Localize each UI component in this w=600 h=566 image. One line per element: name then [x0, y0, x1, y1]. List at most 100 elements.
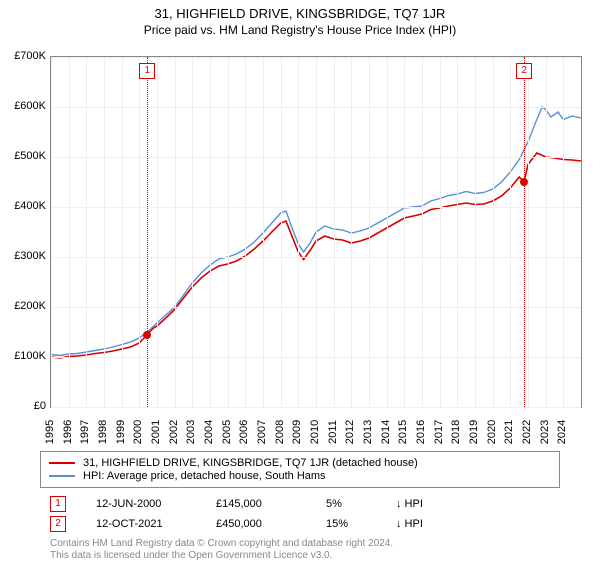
legend-label: 31, HIGHFIELD DRIVE, KINGSBRIDGE, TQ7 1J… — [83, 457, 418, 469]
xtick-label: 2006 — [238, 417, 250, 447]
xtick-label: 2005 — [221, 417, 233, 447]
gridline-v — [175, 57, 176, 407]
gridline-v — [139, 57, 140, 407]
gridline-v — [334, 57, 335, 407]
tx-pct: 15% — [326, 518, 366, 530]
tx-note: ↓ HPI — [396, 518, 423, 530]
xtick-label: 2010 — [309, 417, 321, 447]
xtick-label: 2008 — [274, 417, 286, 447]
ytick-label: £400K — [2, 200, 46, 212]
xtick-label: 2016 — [415, 417, 427, 447]
footer-text: Contains HM Land Registry data © Crown c… — [50, 538, 393, 562]
tx-dot — [520, 178, 528, 186]
xtick-label: 2020 — [486, 417, 498, 447]
xtick-label: 2015 — [397, 417, 409, 447]
xtick-label: 2023 — [539, 417, 551, 447]
tx-row: 1 12-JUN-2000 £145,000 5% ↓ HPI — [50, 496, 570, 512]
tx-date: 12-JUN-2000 — [96, 498, 186, 510]
xtick-label: 1997 — [79, 417, 91, 447]
tx-date: 12-OCT-2021 — [96, 518, 186, 530]
ytick-label: £700K — [2, 50, 46, 62]
legend-box: 31, HIGHFIELD DRIVE, KINGSBRIDGE, TQ7 1J… — [40, 451, 560, 488]
footer-line1: Contains HM Land Registry data © Crown c… — [50, 538, 393, 550]
gridline-v — [122, 57, 123, 407]
tx-dot — [143, 331, 151, 339]
xtick-label: 2011 — [327, 417, 339, 447]
tx-price: £450,000 — [216, 518, 296, 530]
tx-row: 2 12-OCT-2021 £450,000 15% ↓ HPI — [50, 516, 570, 532]
gridline-v — [316, 57, 317, 407]
gridline-v — [86, 57, 87, 407]
gridline-v — [528, 57, 529, 407]
gridline-v — [263, 57, 264, 407]
gridline-v — [245, 57, 246, 407]
gridline-v — [510, 57, 511, 407]
gridline-v — [369, 57, 370, 407]
gridline-v — [104, 57, 105, 407]
ytick-label: £200K — [2, 300, 46, 312]
legend-swatch — [49, 462, 75, 464]
gridline-v — [493, 57, 494, 407]
gridline-v — [69, 57, 70, 407]
tx-note: ↓ HPI — [396, 498, 423, 510]
legend-label: HPI: Average price, detached house, Sout… — [83, 470, 326, 482]
legend-swatch — [49, 475, 75, 477]
tx-row-marker: 2 — [50, 516, 66, 532]
tx-marker-line — [147, 57, 148, 407]
gridline-v — [281, 57, 282, 407]
chart-container: 31, HIGHFIELD DRIVE, KINGSBRIDGE, TQ7 1J… — [0, 6, 600, 566]
chart-title: 31, HIGHFIELD DRIVE, KINGSBRIDGE, TQ7 1J… — [0, 6, 600, 21]
ytick-label: £600K — [2, 100, 46, 112]
gridline-v — [546, 57, 547, 407]
xtick-label: 2003 — [185, 417, 197, 447]
xtick-label: 1998 — [97, 417, 109, 447]
gridline-v — [157, 57, 158, 407]
plot-area: 12 — [50, 56, 582, 408]
chart-subtitle: Price paid vs. HM Land Registry's House … — [0, 23, 600, 37]
xtick-label: 2001 — [150, 417, 162, 447]
xtick-label: 2021 — [503, 417, 515, 447]
xtick-label: 2002 — [168, 417, 180, 447]
xtick-label: 2004 — [203, 417, 215, 447]
xtick-label: 2000 — [132, 417, 144, 447]
tx-price: £145,000 — [216, 498, 296, 510]
tx-row-marker: 1 — [50, 496, 66, 512]
tx-marker-box: 1 — [139, 63, 155, 79]
tx-pct: 5% — [326, 498, 366, 510]
xtick-label: 2019 — [468, 417, 480, 447]
xtick-label: 2024 — [556, 417, 568, 447]
ytick-label: £100K — [2, 350, 46, 362]
gridline-v — [457, 57, 458, 407]
xtick-label: 2014 — [380, 417, 392, 447]
gridline-v — [298, 57, 299, 407]
legend-row: HPI: Average price, detached house, Sout… — [49, 470, 551, 482]
gridline-v — [440, 57, 441, 407]
tx-marker-line — [524, 57, 525, 407]
xtick-label: 2017 — [433, 417, 445, 447]
footer-line2: This data is licensed under the Open Gov… — [50, 550, 393, 562]
xtick-label: 1996 — [62, 417, 74, 447]
ytick-label: £300K — [2, 250, 46, 262]
ytick-label: £500K — [2, 150, 46, 162]
gridline-v — [404, 57, 405, 407]
gridline-v — [228, 57, 229, 407]
gridline-h — [51, 407, 581, 408]
xtick-label: 2012 — [344, 417, 356, 447]
gridline-v — [351, 57, 352, 407]
xtick-label: 2009 — [291, 417, 303, 447]
xtick-label: 1995 — [44, 417, 56, 447]
gridline-v — [387, 57, 388, 407]
xtick-label: 1999 — [115, 417, 127, 447]
xtick-label: 2007 — [256, 417, 268, 447]
xtick-label: 2018 — [450, 417, 462, 447]
gridline-v — [192, 57, 193, 407]
gridline-v — [563, 57, 564, 407]
gridline-v — [475, 57, 476, 407]
legend-row: 31, HIGHFIELD DRIVE, KINGSBRIDGE, TQ7 1J… — [49, 457, 551, 469]
gridline-v — [51, 57, 52, 407]
gridline-v — [422, 57, 423, 407]
ytick-label: £0 — [2, 400, 46, 412]
xtick-label: 2013 — [362, 417, 374, 447]
gridline-v — [210, 57, 211, 407]
tx-marker-box: 2 — [516, 63, 532, 79]
